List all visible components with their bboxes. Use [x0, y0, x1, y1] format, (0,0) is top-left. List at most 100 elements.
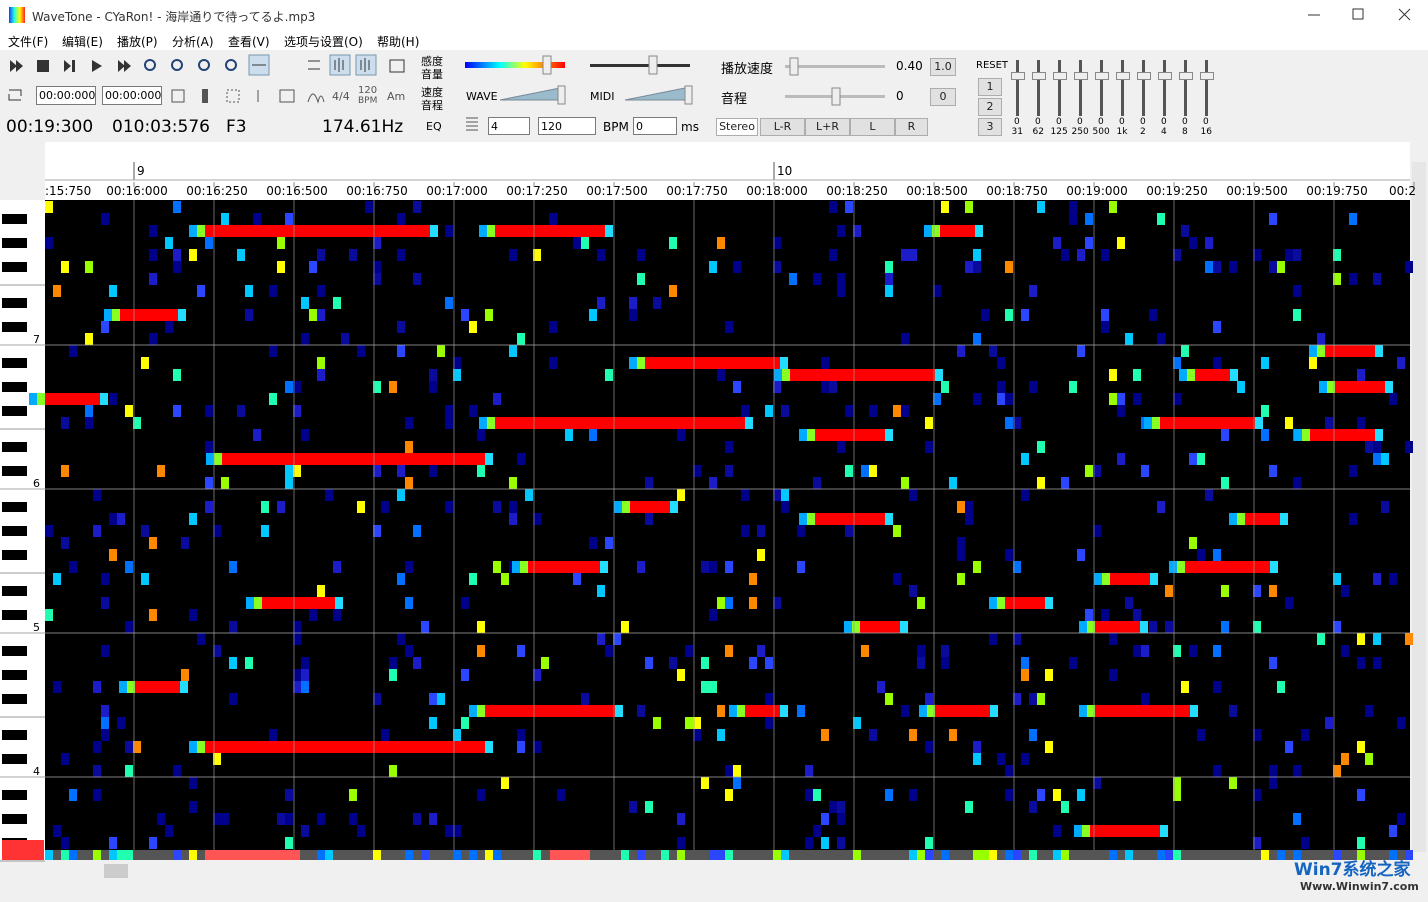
cell [477, 621, 485, 633]
cell [229, 693, 237, 705]
channel-button[interactable]: R [895, 118, 928, 136]
eq-knob[interactable] [1032, 72, 1046, 80]
eq-slider[interactable] [1079, 60, 1082, 116]
cell [805, 765, 813, 777]
cell [1085, 465, 1093, 477]
menu-item[interactable]: 播放(P) [117, 35, 158, 49]
eq-preset[interactable]: 3 [978, 118, 1002, 136]
black-key [2, 358, 27, 368]
stereo[interactable]: Stereo [716, 118, 758, 136]
cell [1095, 621, 1140, 633]
cell [1005, 549, 1013, 561]
eq-reset[interactable]: RESET [976, 60, 1009, 71]
tempo-input[interactable]: 120 [538, 117, 596, 135]
cell [285, 813, 293, 825]
cell [269, 285, 277, 297]
meter-icon[interactable]: 4/4 [332, 90, 350, 103]
loop-start[interactable]: 00:00:000 [36, 86, 96, 105]
cell [1333, 850, 1341, 860]
offset-input[interactable]: 0 [633, 117, 677, 135]
menu-item[interactable]: 帮助(H) [377, 35, 420, 49]
black-key [2, 670, 27, 680]
octave-label: 7 [33, 333, 40, 346]
cell [317, 850, 325, 860]
key-icon[interactable]: Am [387, 90, 406, 103]
cell [1177, 561, 1185, 573]
eq-knob[interactable] [1137, 72, 1151, 80]
cell [1079, 705, 1087, 717]
cell [1341, 585, 1349, 597]
eq-knob[interactable] [1158, 72, 1172, 80]
menu-item[interactable]: 编辑(E) [62, 35, 103, 49]
cell [645, 657, 653, 669]
channel-button[interactable]: L+R [805, 118, 850, 136]
cell [997, 381, 1005, 393]
cell [1021, 489, 1029, 501]
eq-knob[interactable] [1053, 72, 1067, 80]
cell [815, 429, 885, 441]
cell [749, 573, 757, 585]
eq-knob[interactable] [1200, 72, 1214, 80]
eq-slider[interactable] [1058, 60, 1061, 116]
eq-slider[interactable] [1100, 60, 1103, 116]
cell [749, 597, 757, 609]
eq-slider[interactable] [1184, 60, 1187, 116]
cell [973, 561, 981, 573]
cell [965, 261, 973, 273]
cell [925, 693, 933, 705]
eq-knob[interactable] [1179, 72, 1193, 80]
eq-knob[interactable] [1074, 72, 1088, 80]
eq-knob[interactable] [1095, 72, 1109, 80]
menu-item[interactable]: 分析(A) [172, 35, 214, 49]
cell [325, 850, 333, 860]
cell [222, 453, 485, 465]
channel-button[interactable]: L-R [760, 118, 805, 136]
cell [1310, 429, 1375, 441]
cell [117, 717, 125, 729]
cell [957, 537, 965, 549]
cell [1357, 369, 1365, 381]
tempo-icon[interactable]: 120 [358, 85, 378, 96]
cell [615, 705, 623, 717]
menu-item[interactable]: 选项与设置(O) [284, 35, 363, 49]
cell [1013, 633, 1021, 645]
eq-slider[interactable] [1037, 60, 1040, 116]
cell [1179, 369, 1187, 381]
cell [1157, 850, 1165, 860]
eq-slider[interactable] [1205, 60, 1208, 116]
channel-button[interactable]: L [850, 118, 895, 136]
eq-preset[interactable]: 1 [978, 78, 1002, 96]
window-controls[interactable] [1278, 0, 1428, 30]
eq-knob[interactable] [1116, 72, 1130, 80]
black-key [2, 262, 27, 272]
pitch-reset[interactable]: 0 [930, 88, 956, 106]
beats-input[interactable]: 4 [488, 117, 530, 135]
cell [789, 273, 797, 285]
menu-item[interactable]: 查看(V) [228, 35, 270, 49]
eq-slider[interactable] [1016, 60, 1019, 116]
eq-slider[interactable] [1121, 60, 1124, 116]
playback-sliders[interactable] [780, 52, 890, 112]
eq-knob[interactable] [1011, 72, 1025, 80]
eq-slider[interactable] [1142, 60, 1145, 116]
cell [941, 657, 949, 669]
cell [1005, 309, 1013, 321]
cell [301, 669, 309, 681]
cell [1149, 309, 1157, 321]
eq-preset[interactable]: 2 [978, 98, 1002, 116]
cell [1333, 621, 1341, 633]
loop-end[interactable]: 00:00:000 [102, 86, 162, 105]
eq-label[interactable]: EQ [426, 120, 442, 133]
sensitivity-controls[interactable] [455, 52, 745, 142]
menu-item[interactable]: 文件(F) [8, 35, 49, 49]
cell [541, 657, 549, 669]
cell [917, 657, 925, 669]
speed-reset[interactable]: 1.0 [930, 58, 956, 76]
eq-slider[interactable] [1163, 60, 1166, 116]
cell [797, 561, 805, 573]
cell [780, 705, 788, 717]
cell [1197, 453, 1205, 465]
cell [790, 369, 935, 381]
cell [613, 633, 621, 645]
tempo-unit-icon[interactable]: BPM [358, 96, 378, 106]
